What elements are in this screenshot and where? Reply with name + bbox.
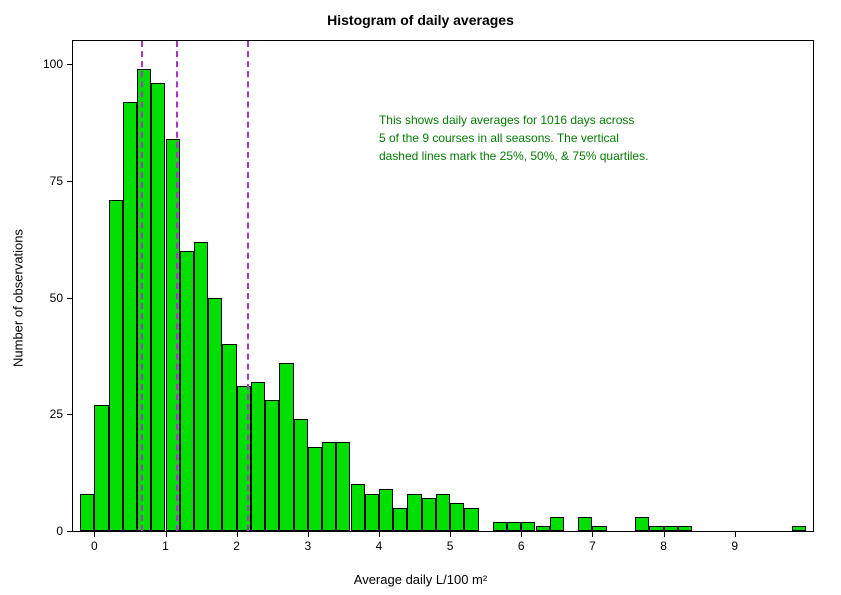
y-tick	[67, 298, 73, 299]
histogram-bar	[536, 526, 550, 531]
y-tick	[67, 64, 73, 65]
histogram-bar	[94, 405, 108, 531]
x-tick-label: 2	[233, 539, 240, 553]
x-tick-label: 8	[660, 539, 667, 553]
x-tick	[166, 531, 167, 537]
histogram-bar	[649, 526, 663, 531]
histogram-bar	[678, 526, 692, 531]
plot-area: 02550751000123456789This shows daily ave…	[72, 40, 814, 532]
histogram-bar	[379, 489, 393, 531]
y-tick-label: 25	[50, 407, 63, 421]
x-tick-label: 5	[447, 539, 454, 553]
x-tick	[592, 531, 593, 537]
histogram-bar	[279, 363, 293, 531]
histogram-bar	[493, 522, 507, 531]
y-tick-label: 0	[56, 524, 63, 538]
quantile-line-q50	[176, 41, 178, 531]
quantile-line-q25	[141, 41, 143, 531]
x-axis-label: Average daily L/100 m²	[0, 572, 841, 587]
quantile-line-q75	[247, 41, 249, 531]
histogram-bar	[308, 447, 322, 531]
histogram-bar	[365, 494, 379, 531]
histogram-bar	[109, 200, 123, 531]
histogram-bar	[322, 442, 336, 531]
x-tick-label: 6	[518, 539, 525, 553]
x-tick-label: 7	[589, 539, 596, 553]
histogram-bar	[664, 526, 678, 531]
histogram-bar	[450, 503, 464, 531]
histogram-bar	[137, 69, 151, 531]
histogram-bar	[336, 442, 350, 531]
histogram-bar	[265, 400, 279, 531]
histogram-bar	[521, 522, 535, 531]
x-tick	[237, 531, 238, 537]
histogram-bar	[578, 517, 592, 531]
histogram-bar	[123, 102, 137, 531]
y-axis-label: Number of observations	[11, 228, 26, 366]
histogram-bar	[407, 494, 421, 531]
histogram-bar	[436, 494, 450, 531]
histogram-bar	[550, 517, 564, 531]
y-tick-label: 50	[50, 291, 63, 305]
histogram-bar	[180, 251, 194, 531]
y-tick	[67, 531, 73, 532]
histogram-bar	[351, 484, 365, 531]
y-tick-label: 75	[50, 174, 63, 188]
x-tick	[94, 531, 95, 537]
histogram-bar	[393, 508, 407, 531]
histogram-bar	[635, 517, 649, 531]
histogram-bar	[422, 498, 436, 531]
chart-title: Histogram of daily averages	[0, 12, 841, 28]
x-tick-label: 9	[731, 539, 738, 553]
y-tick	[67, 181, 73, 182]
histogram-bar	[151, 83, 165, 531]
x-tick	[664, 531, 665, 537]
y-tick	[67, 414, 73, 415]
x-tick-label: 4	[376, 539, 383, 553]
y-tick-label: 100	[43, 57, 63, 71]
chart-annotation: This shows daily averages for 1016 days …	[379, 111, 648, 165]
x-tick-label: 0	[91, 539, 98, 553]
histogram-bar	[194, 242, 208, 531]
histogram-chart: Histogram of daily averages Number of ob…	[0, 0, 841, 595]
x-tick	[450, 531, 451, 537]
x-tick	[379, 531, 380, 537]
x-tick	[521, 531, 522, 537]
x-tick-label: 3	[304, 539, 311, 553]
histogram-bar	[792, 526, 806, 531]
histogram-bar	[294, 419, 308, 531]
histogram-bar	[464, 508, 478, 531]
histogram-bar	[80, 494, 94, 531]
histogram-bar	[222, 344, 236, 531]
x-tick-label: 1	[162, 539, 169, 553]
histogram-bar	[208, 298, 222, 531]
histogram-bar	[251, 382, 265, 531]
x-tick	[308, 531, 309, 537]
x-tick	[735, 531, 736, 537]
histogram-bar	[592, 526, 606, 531]
histogram-bar	[507, 522, 521, 531]
